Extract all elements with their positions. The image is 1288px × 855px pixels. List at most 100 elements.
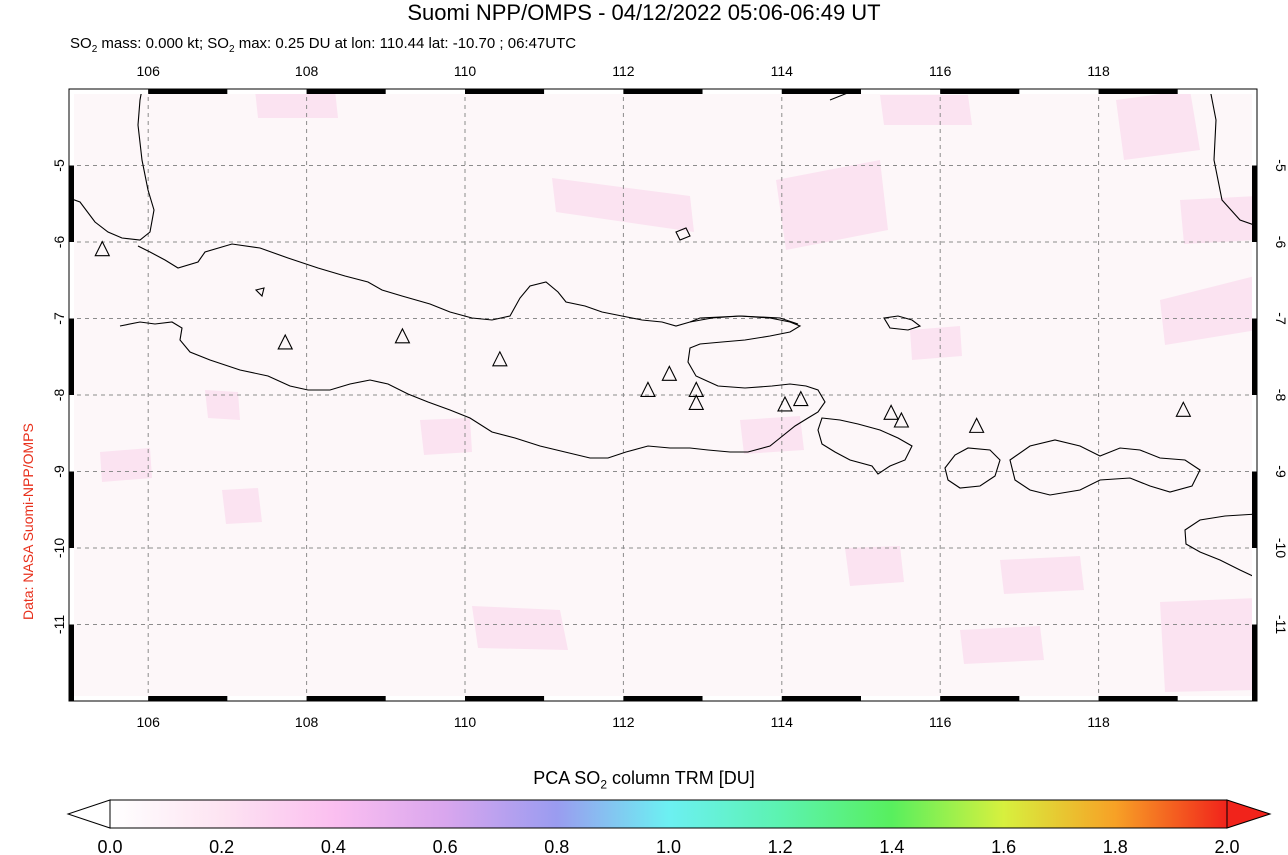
coast-sulawesi-tip — [1209, 89, 1257, 227]
frame-band — [69, 395, 74, 472]
so2-pixel — [222, 488, 262, 524]
volcano-marker — [777, 395, 793, 412]
lon-tick-label-bottom: 106 — [137, 714, 161, 730]
lon-tick-label-bottom: 116 — [929, 714, 952, 730]
so2-pixel — [776, 160, 888, 250]
frame-border — [68, 88, 1258, 702]
coast-java — [119, 243, 826, 459]
colorbar-tick-label: 1.2 — [768, 837, 793, 855]
volcano-marker — [1175, 401, 1192, 417]
volcano-marker — [661, 365, 678, 381]
frame-band — [306, 696, 386, 701]
so2-pixel — [1180, 196, 1257, 244]
lat-tick-label-left: -11 — [51, 615, 67, 634]
frame-band — [1252, 624, 1257, 701]
volcano-marker — [688, 394, 705, 410]
coast-madura — [689, 315, 799, 325]
frame-band — [465, 89, 545, 94]
so2-pixel — [420, 418, 472, 455]
lat-tick-label-right: -7 — [1273, 312, 1288, 325]
colorbar-over-triangle — [1226, 799, 1272, 829]
map-title: Suomi NPP/OMPS - 04/12/2022 05:06-06:49 … — [407, 0, 881, 25]
colorbar-tick-label: 2.0 — [1214, 837, 1239, 855]
so2-pixel — [910, 326, 962, 360]
volcano-marker — [491, 350, 508, 367]
lat-tick-label-left: -6 — [51, 236, 67, 249]
lon-tick-label-bottom: 108 — [295, 714, 319, 730]
lon-tick-label-bottom: 110 — [454, 714, 477, 730]
lat-tick-label-right: -10 — [1273, 538, 1288, 558]
so2-pixel — [472, 606, 568, 650]
frame-band — [861, 696, 941, 701]
so2-pixel — [960, 626, 1044, 664]
axis-tick-labels: 106 106 108 108 110 110 112 112 114 114 116 116 118 1… — [51, 63, 1288, 730]
lat-tick-label-left: -5 — [51, 159, 67, 172]
frame-band — [148, 696, 228, 701]
colorbar-tick-label: 0.2 — [209, 837, 234, 855]
coast-bawean — [675, 227, 691, 241]
map-grid — [69, 89, 1257, 701]
frame-band — [544, 696, 624, 701]
frame-band — [69, 318, 74, 395]
volcano-marker — [640, 381, 656, 397]
volcano-marker — [277, 333, 294, 350]
coast-sumatra — [69, 89, 155, 241]
colorbar-title: PCA SO2 column TRM [DU] — [533, 768, 755, 792]
colorbar-tick-label: 1.8 — [1103, 837, 1128, 855]
colorbar-tick-label: 1.0 — [656, 837, 681, 855]
frame-band — [1019, 89, 1099, 94]
lon-tick-label-top: 106 — [137, 63, 161, 79]
colorbar-tick-label: 0.4 — [321, 837, 346, 855]
frame-band — [702, 696, 782, 701]
frame-band — [69, 696, 149, 701]
lon-tick-label-bottom: 118 — [1087, 714, 1110, 730]
frame-band — [940, 89, 1020, 94]
so2-pixel — [255, 90, 338, 118]
lon-tick-label-bottom: 114 — [771, 714, 794, 730]
colorbar-tick-label: 0.6 — [433, 837, 458, 855]
frame-band — [69, 242, 74, 319]
so2-pixel — [740, 416, 804, 454]
coast-sumba — [1184, 513, 1257, 579]
map-subtitle: SO2 mass: 0.000 kt; SO2 max: 0.25 DU at … — [70, 35, 577, 55]
frame-band — [1252, 471, 1257, 548]
frame-band — [227, 89, 307, 94]
frame-band — [781, 89, 861, 94]
volcano-marker — [792, 390, 809, 407]
frame-band — [385, 696, 465, 701]
frame-band — [1252, 165, 1257, 242]
frame-band — [1177, 696, 1257, 701]
lon-tick-label-top: 114 — [771, 63, 794, 79]
coast-bali — [817, 417, 913, 475]
volcano-marker — [968, 417, 985, 433]
so2-pixel — [1160, 598, 1257, 692]
so2-pixel-layer — [100, 90, 1257, 692]
lon-tick-label-bottom: 112 — [612, 714, 635, 730]
coast-kangean — [883, 315, 922, 331]
lat-tick-label-right: -5 — [1273, 159, 1288, 172]
lon-tick-label-top: 112 — [612, 63, 635, 79]
frame-band — [544, 89, 624, 94]
colorbar-tick-label: 0.0 — [97, 837, 122, 855]
frame-band — [1252, 242, 1257, 319]
volcano-marker — [893, 411, 910, 428]
frame-band — [623, 89, 703, 94]
frame-band — [1252, 89, 1257, 166]
colorbar-under-triangle — [66, 799, 111, 829]
coast-lombok — [944, 447, 1001, 489]
frame-band — [69, 624, 74, 701]
frame-band — [1252, 548, 1257, 625]
frame-band — [1019, 696, 1099, 701]
lat-tick-label-right: -11 — [1273, 615, 1288, 634]
volcano-marker — [394, 327, 411, 344]
frame-band — [861, 89, 941, 94]
lon-tick-label-top: 108 — [295, 63, 319, 79]
frame-band — [69, 165, 74, 242]
map-frame — [68, 88, 1258, 702]
frame-band — [1252, 318, 1257, 395]
colorbar-tick-label: 0.8 — [544, 837, 569, 855]
volcano-markers — [94, 240, 1192, 433]
lat-tick-label-left: -9 — [51, 465, 67, 478]
so2-pixel — [1000, 556, 1084, 594]
